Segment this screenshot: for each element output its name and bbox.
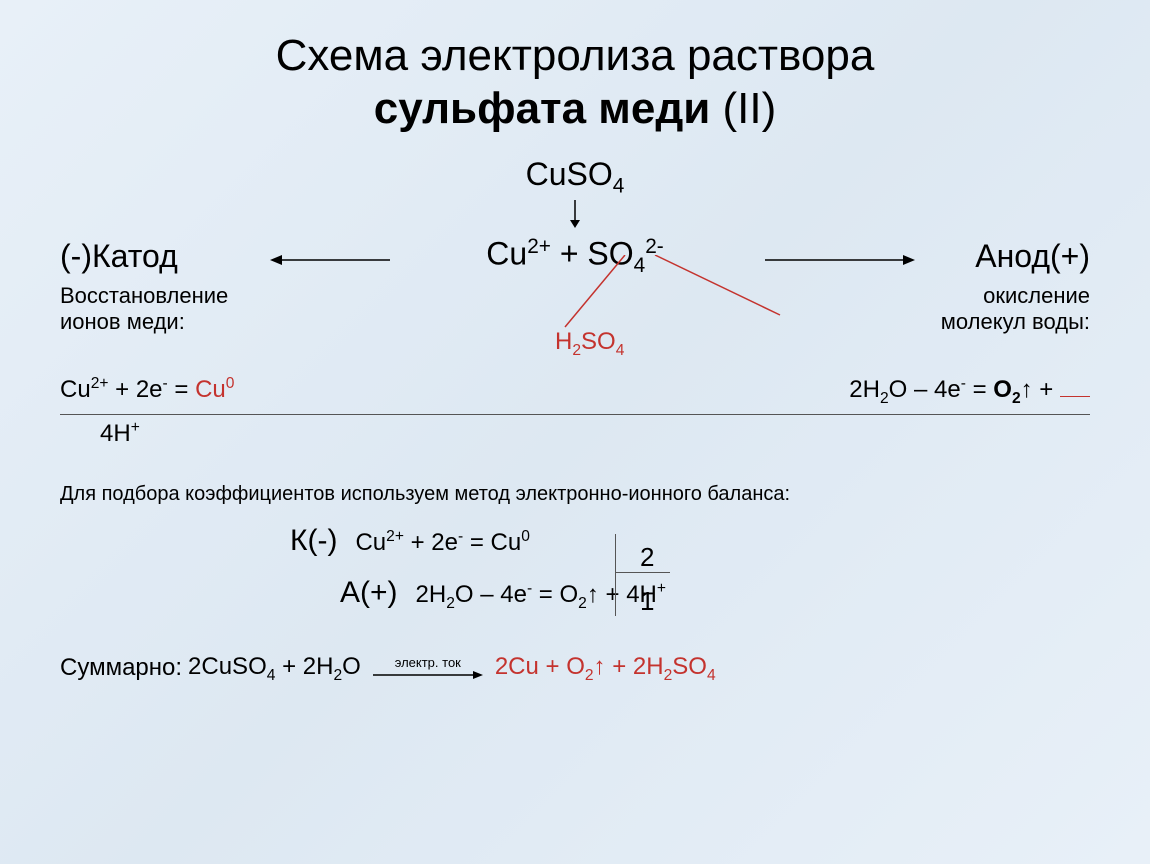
summary-reactants: 2CuSO4 + 2H2O [188, 653, 361, 685]
arrow-right-long-icon [373, 669, 483, 681]
arrow-right-icon [765, 252, 915, 268]
slide-title: Схема электролиза раствора сульфата меди… [60, 30, 1090, 136]
cathode-balance: К(-) Cu2+ + 2e- = Cu0 [290, 524, 1090, 558]
balance-divider [615, 534, 616, 616]
arrow-down-icon [568, 200, 582, 228]
summary-label: Суммарно: [60, 654, 182, 682]
anode-balance: А(+) 2H2O – 4e- = O2↑ + 4H+ [340, 576, 1090, 613]
balance-hline [615, 572, 670, 573]
reaction-arrow: электр. ток [373, 656, 483, 681]
summary-products: 2Cu + O2↑ + 2H2SO4 [495, 653, 716, 685]
diagonal-lines-icon [555, 255, 785, 335]
half-reactions: Cu2+ + 2e- = Cu0 2H2O – 4e- = O2↑ + [60, 375, 1090, 415]
h2so4-label: H2SO4 [555, 328, 624, 360]
cathode-half-reaction: Cu2+ + 2e- = Cu0 [60, 375, 234, 408]
k-coefficient: 2 [640, 542, 654, 573]
k-equation: Cu2+ + 2e- = Cu0 [355, 528, 529, 557]
a-equation: 2H2O – 4e- = O2↑ + 4H+ [416, 580, 666, 613]
formula-cuso4: CuSO4 [60, 156, 1090, 228]
anode-half-reaction: 2H2O – 4e- = O2↑ + [849, 375, 1090, 408]
balance-note: Для подбора коэффициентов используем мет… [60, 483, 1090, 506]
h4plus: 4H+ [100, 419, 1090, 448]
title-line2-rest: (II) [710, 84, 776, 133]
title-line2-bold: сульфата меди [374, 84, 711, 133]
summary-equation: Суммарно: 2CuSO4 + 2H2O электр. ток 2Cu … [60, 653, 1090, 685]
a-coefficient: 1 [640, 586, 654, 617]
cathode-sublabel: Восстановление ионов меди: [60, 283, 228, 335]
title-line1: Схема электролиза раствора [276, 31, 875, 80]
arrow-left-icon [270, 252, 390, 268]
anode-sublabel: окисление молекул воды: [941, 283, 1090, 335]
cathode-label: (-)Катод [60, 238, 178, 275]
anode-label: Анод(+) [975, 238, 1090, 275]
